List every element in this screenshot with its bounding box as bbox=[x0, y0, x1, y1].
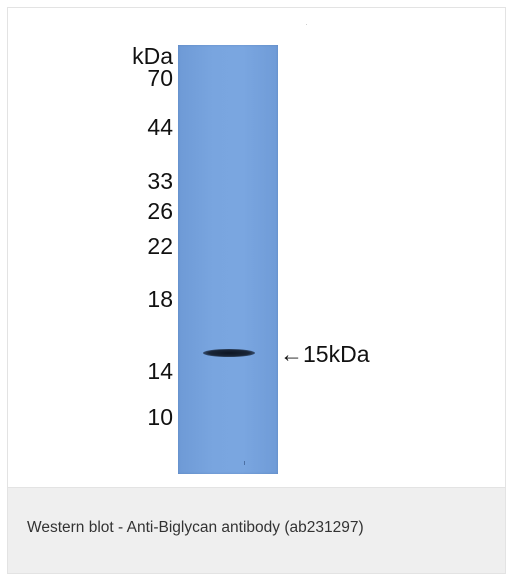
marker-33: 33 bbox=[147, 168, 173, 194]
band-size-label: ←15kDa bbox=[280, 341, 370, 367]
figure-caption: Western blot - Anti-Biglycan antibody (a… bbox=[27, 519, 364, 536]
caption-bar: Western blot - Anti-Biglycan antibody (a… bbox=[8, 487, 505, 573]
marker-22: 22 bbox=[147, 233, 173, 259]
marker-18: 18 bbox=[147, 286, 173, 312]
lane-speck bbox=[244, 461, 245, 465]
marker-14: 14 bbox=[147, 358, 173, 384]
blot-lane bbox=[178, 45, 278, 474]
ladder-unit-label: kDa bbox=[132, 43, 173, 69]
marker-26: 26 bbox=[147, 198, 173, 224]
western-blot-figure[interactable]: kDa 70 44 33 26 22 18 14 10 ←15kDa bbox=[8, 8, 505, 488]
marker-10: 10 bbox=[147, 404, 173, 430]
figure-card: kDa 70 44 33 26 22 18 14 10 ←15kDa Weste… bbox=[7, 7, 506, 574]
marker-44: 44 bbox=[147, 114, 173, 140]
image-artifact-dot bbox=[306, 24, 307, 25]
protein-band bbox=[203, 349, 255, 357]
marker-70: 70 bbox=[147, 65, 173, 91]
